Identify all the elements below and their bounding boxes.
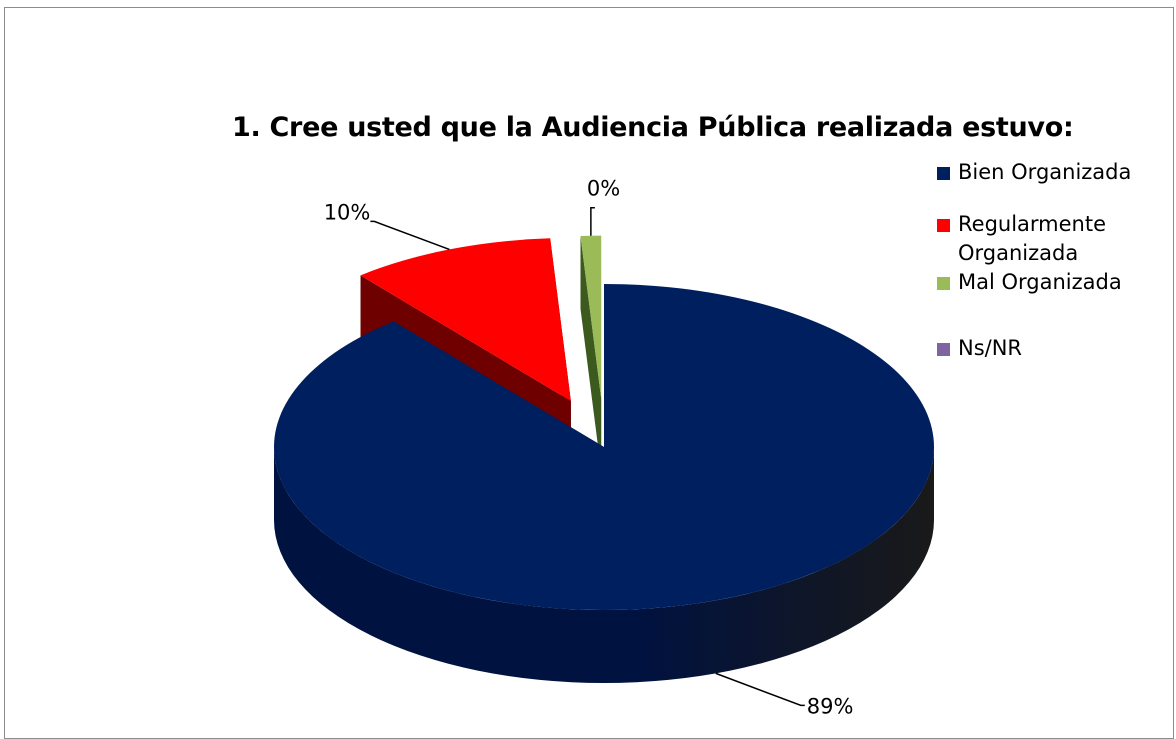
legend-swatch xyxy=(937,219,950,232)
leader-line-mal-organizada xyxy=(590,206,595,236)
legend-item-bien-organizada: Bien Organizada xyxy=(937,158,1168,187)
pie-side-radial-mal-organizada-0 xyxy=(580,235,602,472)
legend-item-regularmente-organizada: Regularmente Organizada xyxy=(937,210,1168,268)
legend-swatch xyxy=(937,167,950,180)
pie-slice-regularmente-organizada xyxy=(360,238,571,401)
pie-slice-mal-organizada xyxy=(580,235,602,399)
data-label-bien-organizada: 89% xyxy=(807,694,854,718)
leader-line-bien-organizada xyxy=(715,672,805,707)
legend-label: Regularmente Organizada xyxy=(958,212,1107,265)
legend-item-ns-nr: Ns/NR xyxy=(937,334,1168,363)
leader-line-regularmente-organizada xyxy=(370,220,450,251)
pie-slice-bien-organizada xyxy=(273,284,934,610)
legend-label: Ns/NR xyxy=(958,336,1023,360)
data-label-mal-organizada: 0% xyxy=(587,177,620,201)
legend-swatch xyxy=(937,343,950,356)
legend-label: Bien Organizada xyxy=(958,160,1132,184)
chart-legend: Bien Organizada Regularmente Organizada … xyxy=(937,158,1168,363)
legend-swatch xyxy=(937,277,950,290)
chart-title: 1. Cree usted que la Audiencia Pública r… xyxy=(232,112,1074,143)
legend-item-mal-organizada: Mal Organizada xyxy=(937,268,1168,297)
data-label-regularmente-organizada: 10% xyxy=(324,200,371,224)
legend-label: Mal Organizada xyxy=(958,270,1122,294)
pie-side-outer-bien-organizada xyxy=(274,447,934,683)
